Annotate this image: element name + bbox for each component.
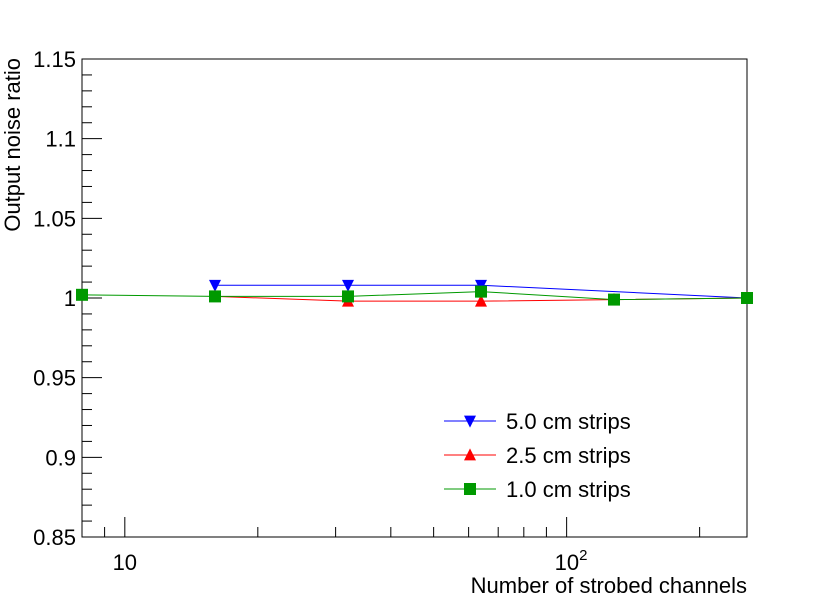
x-axis-label: Number of strobed channels: [471, 573, 747, 596]
data-point: [342, 290, 354, 303]
legend-label: 5.0 cm strips: [506, 409, 631, 434]
legend-marker: [464, 415, 476, 428]
y-tick-label: 0.95: [33, 366, 76, 391]
data-point: [475, 294, 487, 307]
series-layer: [76, 279, 753, 307]
series-line: [215, 284, 748, 299]
plot-frame: [81, 58, 748, 538]
axes-layer: 0.85 0.9 0.95 1 1.05 1.1 1.15 10 102: [33, 47, 748, 575]
data-point: [608, 293, 620, 306]
legend-marker: [464, 448, 476, 461]
data-point: [76, 288, 88, 301]
data-point: [209, 279, 221, 292]
y-tick-label: 1.05: [33, 206, 76, 231]
data-point: [741, 292, 753, 304]
legend-label: 2.5 cm strips: [506, 443, 631, 468]
data-point: [475, 285, 487, 298]
y-tick-label: 0.85: [33, 525, 76, 550]
legend: 5.0 cm strips 2.5 cm strips 1.0 cm strips: [444, 409, 631, 502]
y-axis-label: Output noise ratio: [0, 58, 25, 232]
data-point: [209, 290, 221, 303]
legend-label: 1.0 cm strips: [506, 477, 631, 502]
y-tick-label: 1.15: [33, 47, 76, 72]
legend-item: 5.0 cm strips: [444, 409, 631, 434]
y-tick-label: 0.9: [45, 445, 76, 470]
legend-marker: [464, 483, 476, 495]
series-3: [76, 285, 753, 306]
x-tick-label: 102: [555, 547, 588, 575]
legend-item: 1.0 cm strips: [444, 477, 631, 502]
data-point: [342, 279, 354, 292]
y-tick-label: 1: [64, 286, 76, 311]
x-tick-label: 10: [113, 550, 137, 575]
legend-item: 2.5 cm strips: [444, 443, 631, 468]
y-tick-label: 1.1: [45, 127, 76, 152]
series-line: [81, 291, 748, 301]
